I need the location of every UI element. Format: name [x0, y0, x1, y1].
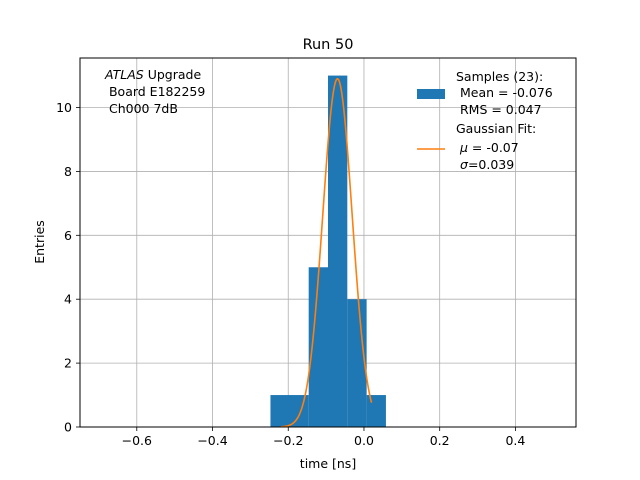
annotation-line-2: Board E182259 — [105, 84, 205, 99]
annotation-line-3: Ch000 7dB — [105, 101, 178, 116]
annotation-upgrade: Upgrade — [144, 67, 202, 82]
atlas-annotation: ATLAS Upgrade Board E182259 Ch000 7dB — [104, 67, 205, 116]
y-axis: 0 2 4 6 8 10 — [56, 100, 80, 435]
histogram-bar — [328, 75, 348, 428]
plot-frame — [79, 57, 577, 428]
legend-samples-line-1: Samples (23): — [456, 69, 543, 84]
y-axis-label: Entries — [32, 220, 47, 264]
y-tick-label: 10 — [56, 100, 72, 115]
legend-sigma-value: =0.039 — [468, 157, 514, 172]
legend-sigma-symbol: σ — [460, 157, 469, 172]
x-tick-label: −0.2 — [273, 433, 303, 448]
gaussian-fit — [280, 77, 373, 428]
legend-samples-line-3: RMS = 0.047 — [456, 102, 542, 117]
x-tick-label: 0.4 — [505, 433, 525, 448]
histogram-bar — [270, 395, 309, 427]
x-axis: −0.6 −0.4 −0.2 0.0 0.2 0.4 — [122, 427, 525, 448]
legend-fit-line-3: σ=0.039 — [460, 157, 514, 172]
y-tick-label: 0 — [64, 420, 72, 435]
legend-mu-value: = -0.07 — [468, 140, 519, 155]
legend-fit-line-1: Gaussian Fit: — [456, 121, 536, 136]
x-tick-label: 0.0 — [354, 433, 374, 448]
legend: Samples (23): Mean = -0.076 RMS = 0.047 … — [417, 69, 553, 172]
annotation-atlas: ATLAS — [104, 67, 144, 82]
legend-mu-symbol: μ — [459, 140, 468, 155]
y-tick-label: 8 — [64, 164, 72, 179]
legend-samples-swatch — [417, 89, 445, 99]
legend-fit-line-2: μ = -0.07 — [459, 140, 519, 155]
histogram-bar — [308, 267, 328, 427]
histogram-bar — [366, 395, 386, 427]
legend-samples-line-2: Mean = -0.076 — [456, 85, 553, 100]
y-tick-label: 2 — [64, 356, 72, 371]
annotation-line-1: ATLAS Upgrade — [104, 67, 201, 82]
gaussian-fit-curve — [280, 77, 373, 428]
histogram-bars — [270, 75, 386, 428]
x-tick-label: 0.2 — [430, 433, 450, 448]
x-axis-label: time [ns] — [300, 456, 356, 471]
x-tick-label: −0.6 — [122, 433, 152, 448]
histogram-bar — [347, 299, 367, 427]
y-tick-label: 6 — [64, 228, 72, 243]
x-tick-label: −0.4 — [197, 433, 227, 448]
chart-title: Run 50 — [303, 37, 354, 53]
y-tick-label: 4 — [64, 292, 72, 307]
